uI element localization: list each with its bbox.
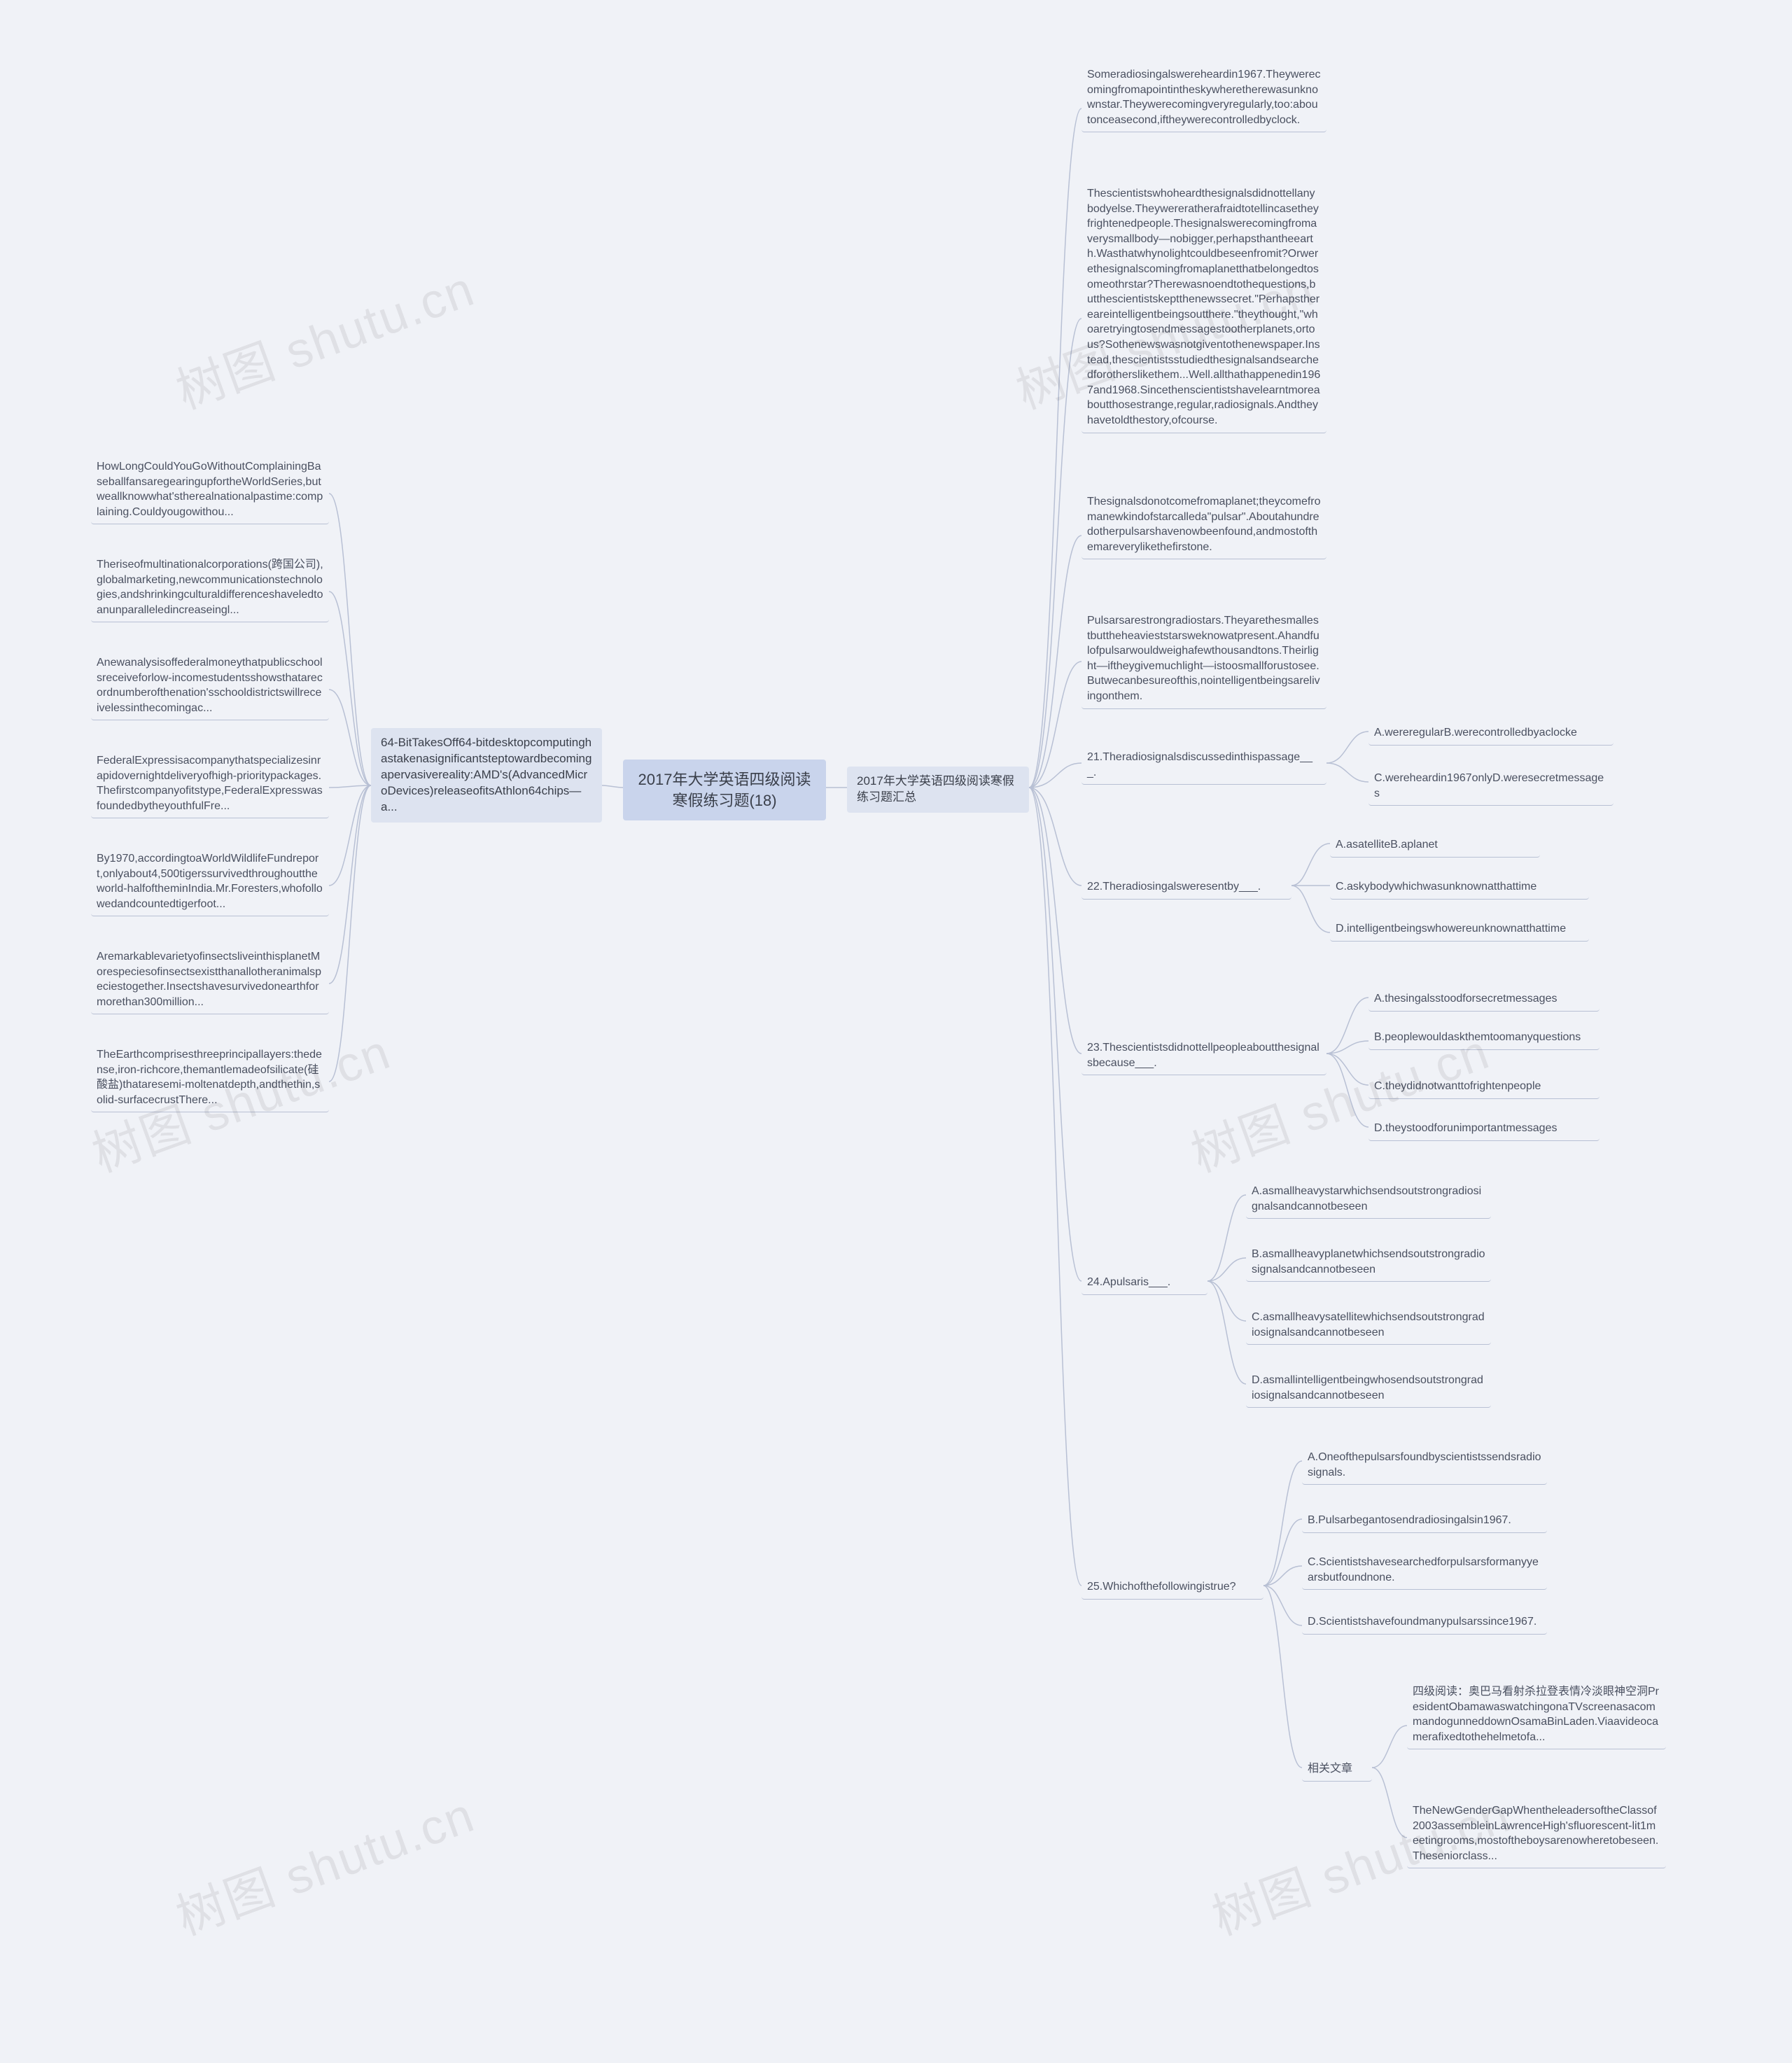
left-leaf-5[interactable]: Aremarkablevarietyofinsectsliveinthispla… [91,945,329,1014]
q24-opt-a[interactable]: A.asmallheavystarwhichsendsoutstrongradi… [1246,1180,1491,1219]
q22-opt-a[interactable]: A.asatelliteB.aplanet [1330,833,1540,858]
related-articles-label[interactable]: 相关文章 [1302,1757,1372,1782]
center-node[interactable]: 2017年大学英语四级阅读寒假练习题(18) [623,760,826,820]
question-22[interactable]: 22.Theradiosingalsweresentby___. [1082,875,1292,900]
mindmap-container: 2017年大学英语四级阅读寒假练习题(18) 64-BitTakesOff64-… [0,0,1792,2063]
q21-opt-a[interactable]: A.wereregularB.werecontrolledbyaclocke [1368,721,1614,746]
q23-opt-d[interactable]: D.theystoodforunimportantmessages [1368,1117,1600,1141]
right-branch-node[interactable]: 2017年大学英语四级阅读寒假练习题汇总 [847,767,1029,813]
question-24[interactable]: 24.Apulsaris___. [1082,1271,1208,1295]
left-leaf-0[interactable]: HowLongCouldYouGoWithoutComplainingBaseb… [91,455,329,524]
passage-2: Thesignalsdonotcomefromaplanet;theycomef… [1082,490,1326,559]
q24-opt-c[interactable]: C.asmallheavysatellitewhichsendsoutstron… [1246,1306,1491,1345]
q22-opt-c[interactable]: C.askybodywhichwasunknownatthattime [1330,875,1589,900]
left-leaf-4[interactable]: By1970,accordingtoaWorldWildlifeFundrepo… [91,847,329,916]
q25-opt-d[interactable]: D.Scientistshavefoundmanypulsarssince196… [1302,1610,1547,1635]
related-article-0[interactable]: 四级阅读：奥巴马看射杀拉登表情冷淡眼神空洞PresidentObamawaswa… [1407,1680,1666,1749]
q25-opt-a[interactable]: A.Oneofthepulsarsfoundbyscientistssendsr… [1302,1446,1547,1485]
left-leaf-1[interactable]: Theriseofmultinationalcorporations(跨国公司)… [91,553,329,622]
related-article-1[interactable]: TheNewGenderGapWhentheleadersoftheClasso… [1407,1799,1666,1868]
q23-opt-b[interactable]: B.peoplewouldaskthemtoomanyquestions [1368,1026,1600,1050]
left-leaf-3[interactable]: FederalExpressisacompanythatspecializesi… [91,749,329,818]
q23-opt-a[interactable]: A.thesingalsstoodforsecretmessages [1368,987,1600,1012]
q21-opt-c[interactable]: C.wereheardin1967onlyD.weresecretmessage… [1368,767,1614,806]
left-leaf-2[interactable]: Anewanalysisoffederalmoneythatpublicscho… [91,651,329,720]
q25-opt-b[interactable]: B.Pulsarbegantosendradiosingalsin1967. [1302,1509,1547,1533]
question-25[interactable]: 25.Whichofthefollowingistrue? [1082,1575,1264,1600]
q23-opt-c[interactable]: C.theydidnotwanttofrightenpeople [1368,1075,1600,1099]
left-leaf-6[interactable]: TheEarthcomprisesthreeprincipallayers:th… [91,1043,329,1112]
passage-3: Pulsarsarestrongradiostars.Theyarethesma… [1082,609,1326,709]
q25-opt-c[interactable]: C.Scientistshavesearchedforpulsarsforman… [1302,1551,1547,1590]
passage-1: Thescientistswhoheardthesignalsdidnottel… [1082,182,1326,433]
q24-opt-b[interactable]: B.asmallheavyplanetwhichsendsoutstrongra… [1246,1243,1491,1282]
question-21[interactable]: 21.Theradiosignalsdiscussedinthispassage… [1082,746,1326,785]
passage-0: Someradiosingalswereheardin1967.Theywere… [1082,63,1326,132]
left-branch-node[interactable]: 64-BitTakesOff64-bitdesktopcomputinghast… [371,728,602,823]
question-23[interactable]: 23.Thescientistsdidnottellpeopleaboutthe… [1082,1036,1326,1075]
q22-opt-d[interactable]: D.intelligentbeingswhowereunknownatthatt… [1330,917,1589,942]
q24-opt-d[interactable]: D.asmallintelligentbeingwhosendsoutstron… [1246,1369,1491,1408]
